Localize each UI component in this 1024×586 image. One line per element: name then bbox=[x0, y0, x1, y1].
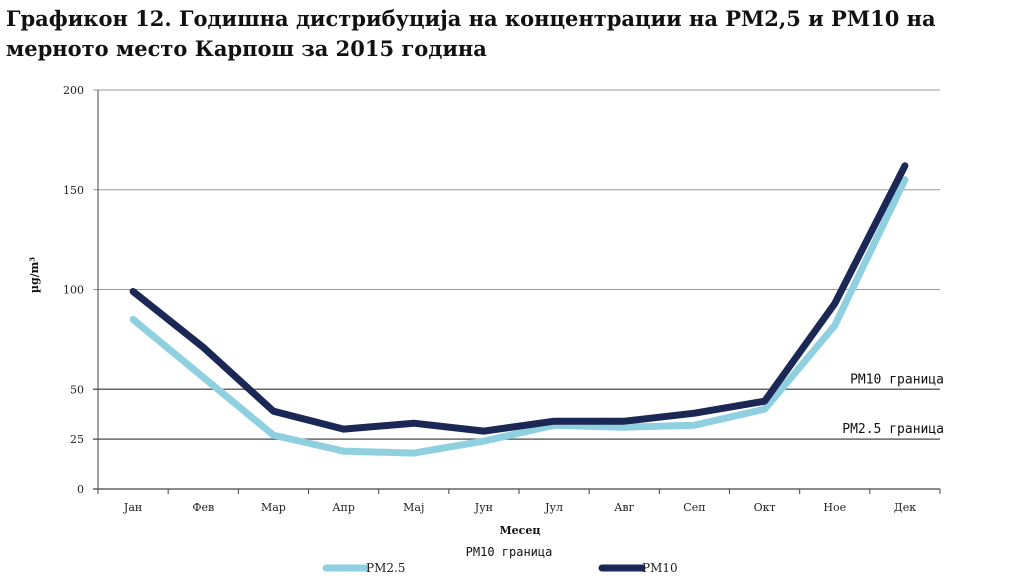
legend: РМ10 граница PM2.5 PM10 bbox=[322, 545, 678, 575]
x-tick-label: Мај bbox=[403, 501, 424, 514]
y-tick-label: 25 bbox=[70, 433, 84, 446]
x-tick-label: Ное bbox=[823, 501, 846, 514]
y-axis-ticks: 0 25 50 100 150 200 bbox=[63, 84, 84, 496]
x-tick-label: Мар bbox=[261, 501, 286, 514]
x-axis-ticks: Јан Фев Мар Апр Мај Јун Јул Авг Сеп Окт Ное Дек bbox=[97, 489, 941, 514]
x-tick-label: Дек bbox=[894, 501, 916, 514]
chart-title: Графикон 12. Годишна дистрибуција на кон… bbox=[6, 6, 936, 61]
reference-labels: РМ10 граница РМ2.5 граница bbox=[842, 372, 944, 437]
series-line-pm25 bbox=[129, 176, 909, 457]
x-axis-title: Месец bbox=[500, 524, 541, 537]
x-tick-label: Авг bbox=[614, 501, 635, 514]
x-tick-label: Апр bbox=[332, 501, 355, 514]
reference-line-label: РМ2.5 граница bbox=[842, 422, 944, 437]
x-tick-label: Јан bbox=[123, 501, 142, 514]
series-lines bbox=[129, 162, 909, 457]
y-tick-label: 0 bbox=[77, 483, 84, 496]
gridlines bbox=[93, 89, 940, 490]
x-tick-label: Јун bbox=[474, 501, 493, 514]
x-tick-label: Сеп bbox=[683, 501, 705, 514]
y-tick-label: 50 bbox=[70, 383, 84, 396]
x-tick-label: Окт bbox=[754, 501, 776, 514]
reference-line-label: РМ10 граница bbox=[850, 372, 944, 387]
y-tick-label: 100 bbox=[63, 284, 84, 297]
legend-title: РМ10 граница bbox=[466, 545, 553, 559]
legend-label: PM10 bbox=[642, 561, 678, 575]
legend-label: PM2.5 bbox=[366, 561, 405, 575]
x-tick-label: Јул bbox=[544, 501, 563, 514]
series-line-pm10 bbox=[129, 162, 909, 435]
y-tick-label: 150 bbox=[63, 184, 84, 197]
y-axis-title: µg/m³ bbox=[28, 257, 41, 293]
y-tick-label: 200 bbox=[63, 84, 84, 97]
x-tick-label: Фев bbox=[192, 501, 214, 514]
